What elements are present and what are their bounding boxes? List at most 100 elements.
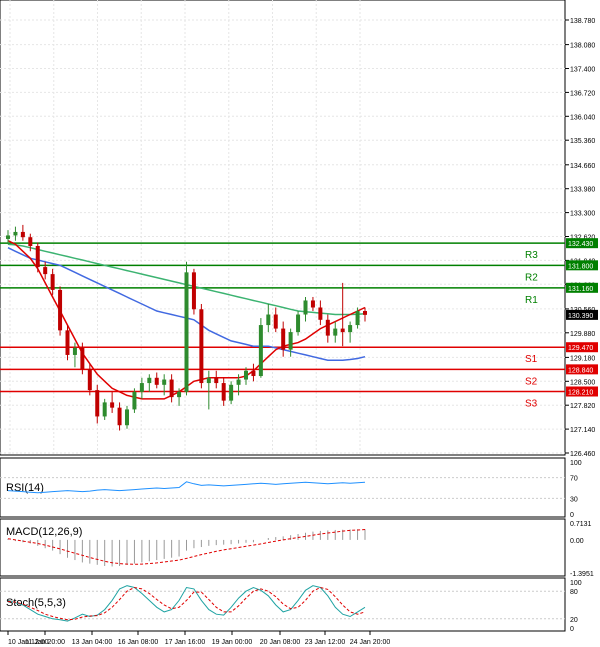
candle-body bbox=[169, 379, 174, 398]
price-panel: R3 R2 R1 S1 S2 S3 138.780 138.080 137.400 136.72… bbox=[0, 0, 598, 458]
candle-body bbox=[229, 384, 234, 401]
time-tick-label: 10 Jan 12:00 bbox=[8, 639, 49, 646]
candle-body bbox=[117, 407, 122, 426]
candle-body bbox=[348, 325, 353, 333]
level-label-s3: S3 bbox=[525, 398, 538, 409]
macd-panel: MACD(12,26,9) 0.7131 0.00 -1.3951 bbox=[0, 518, 594, 578]
candle-body bbox=[199, 309, 204, 384]
candle-body bbox=[28, 237, 33, 246]
candle-body bbox=[102, 402, 107, 417]
candle-body bbox=[288, 332, 293, 350]
rsi-polyline bbox=[7, 481, 366, 494]
level-label-s2: S2 bbox=[525, 376, 538, 387]
time-tick-label: 20 Jan 08:00 bbox=[260, 639, 301, 646]
level-tag-s3 bbox=[566, 386, 598, 397]
current-price-tag: 130.390 bbox=[566, 309, 598, 320]
current-price-box bbox=[566, 309, 598, 320]
candle-body bbox=[125, 409, 129, 426]
rsi-panel-frame bbox=[0, 457, 566, 518]
level-tag-value: 131.800 bbox=[568, 263, 593, 270]
candle-body bbox=[58, 289, 63, 331]
candle-body bbox=[251, 370, 256, 377]
price-tick-label: 129.180 bbox=[570, 355, 595, 362]
support-resistance-levels: R3 R2 R1 S1 S2 S3 bbox=[0, 242, 565, 409]
candle-body bbox=[20, 231, 25, 238]
candle-body bbox=[214, 377, 219, 384]
level-tag-value: 132.430 bbox=[568, 241, 593, 248]
level-tag-s1 bbox=[566, 342, 598, 353]
current-price-value: 130.390 bbox=[568, 313, 593, 320]
time-tick-label: 16 Jan 08:00 bbox=[118, 639, 159, 646]
price-tick-label: 137.400 bbox=[570, 67, 595, 74]
candle-body bbox=[13, 231, 18, 236]
candle-body bbox=[355, 311, 360, 326]
time-tick-label: 17 Jan 16:00 bbox=[165, 639, 206, 646]
price-tick-label: 133.300 bbox=[570, 211, 595, 218]
price-tick-label: 136.040 bbox=[570, 114, 595, 121]
candle-body bbox=[184, 272, 189, 392]
stoch-tick-label: 100 bbox=[570, 580, 582, 587]
level-label-s1: S1 bbox=[525, 354, 538, 365]
price-tick-label: 136.720 bbox=[570, 90, 595, 97]
level-price-tags: 132.430 131.800 131.160 129.470 128.840 128.2… bbox=[566, 238, 598, 397]
stoch-label: Stoch(5,5,3) bbox=[6, 597, 66, 609]
price-tick-label: 138.080 bbox=[570, 43, 595, 50]
macd-histogram bbox=[7, 529, 366, 567]
candle-body bbox=[80, 347, 85, 370]
level-label-r2: R2 bbox=[525, 272, 538, 283]
candle-body bbox=[162, 379, 167, 385]
candle-body bbox=[303, 300, 308, 315]
price-tick-label: 134.660 bbox=[570, 163, 595, 170]
macd-panel-frame bbox=[0, 518, 566, 577]
candle-body bbox=[50, 274, 55, 290]
macd-signal-line bbox=[7, 529, 366, 565]
level-tag-r3 bbox=[566, 238, 598, 249]
candle-body bbox=[296, 314, 301, 333]
candle-body bbox=[340, 328, 345, 333]
price-tick-label: 132.620 bbox=[570, 235, 595, 242]
candle-body bbox=[43, 267, 48, 275]
stoch-k-line bbox=[7, 585, 366, 622]
candle-body bbox=[236, 379, 241, 385]
macd-label: MACD(12,26,9) bbox=[6, 526, 82, 538]
candle-body bbox=[310, 300, 315, 308]
macd-tick-label: 0.7131 bbox=[570, 521, 592, 528]
candle-body bbox=[244, 370, 248, 380]
candle-body bbox=[95, 390, 100, 417]
price-tick-label: 133.980 bbox=[570, 187, 595, 194]
candle-body bbox=[65, 330, 70, 355]
price-tick-label: 129.880 bbox=[570, 331, 595, 338]
stoch-tick-label: 0 bbox=[570, 626, 574, 633]
candle-body bbox=[273, 314, 278, 329]
candle-body bbox=[110, 402, 115, 408]
stoch-panel: Stoch(5,5,3) 100 80 20 0 bbox=[0, 577, 582, 633]
rsi-tick-label: 100 bbox=[570, 460, 582, 467]
candle-body bbox=[87, 369, 92, 391]
candle-body bbox=[177, 391, 182, 398]
candle-body bbox=[363, 311, 367, 315]
price-tick-label: 135.360 bbox=[570, 138, 595, 145]
level-tag-value: 128.210 bbox=[568, 389, 593, 396]
stoch-panel-frame bbox=[0, 577, 566, 632]
price-tick-label: 126.460 bbox=[570, 451, 595, 458]
macd-axis: 0.7131 0.00 -1.3951 bbox=[570, 521, 594, 578]
candle-body bbox=[258, 325, 263, 377]
time-tick-label: 11 Jan 20:00 bbox=[25, 639, 65, 646]
candle-body bbox=[72, 347, 77, 355]
candle-body bbox=[266, 314, 271, 326]
candle-body bbox=[318, 307, 323, 320]
level-tag-r2 bbox=[566, 260, 598, 271]
rsi-tick-label: 70 bbox=[570, 476, 578, 483]
candle-body bbox=[206, 377, 211, 384]
time-tick-label: 24 Jan 20:00 bbox=[350, 639, 391, 646]
time-tick-label: 13 Jan 04:00 bbox=[72, 639, 113, 646]
time-tick-label: 19 Jan 00:00 bbox=[212, 639, 253, 646]
rsi-tick-label: 0 bbox=[570, 512, 574, 519]
macd-signal-polyline bbox=[7, 529, 366, 565]
rsi-line bbox=[7, 481, 366, 494]
candle-body bbox=[333, 328, 338, 336]
stoch-lines bbox=[7, 585, 366, 622]
